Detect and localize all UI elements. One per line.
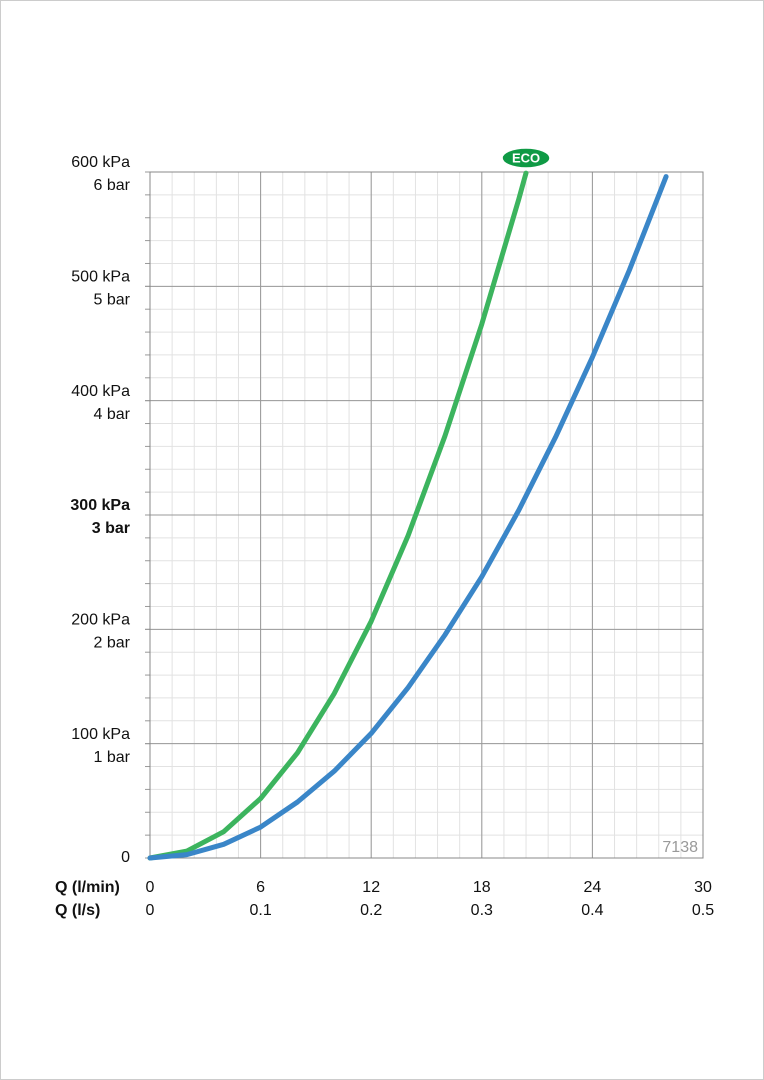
x-axis-label: Q (l/min): [55, 879, 120, 896]
x2-axis-label: Q (l/s): [55, 902, 100, 919]
y2-tick-label: 3 bar: [92, 520, 130, 537]
x2-tick-label: 0.4: [581, 902, 603, 919]
y2-tick-label: 5 bar: [94, 292, 131, 309]
y-tick-label: 0: [121, 849, 130, 866]
x2-tick-label: 0.3: [471, 902, 493, 919]
legend-label: ECO: [512, 150, 540, 165]
y2-tick-label: 4 bar: [94, 406, 131, 423]
x-tick-label: 30: [694, 879, 712, 896]
lines: [147, 170, 669, 861]
y-tick-label: 600 kPa: [71, 154, 130, 171]
x2-tick-label: 0.5: [692, 902, 714, 919]
annotation: 7138: [662, 839, 698, 856]
x-tick-label: 12: [362, 879, 380, 896]
y2-tick-label: 1 bar: [94, 749, 131, 766]
x-tick-label: 6: [256, 879, 265, 896]
x-tick-label: 24: [584, 879, 602, 896]
y2-tick-label: 2 bar: [94, 635, 131, 652]
y-tick-label: 200 kPa: [71, 612, 130, 629]
y2-tick-label: 6 bar: [94, 177, 131, 194]
legend-badge: [501, 147, 551, 169]
x-tick-label: 0: [146, 879, 155, 896]
y-tick-label: 100 kPa: [71, 726, 130, 743]
x2-tick-label: 0: [146, 902, 155, 919]
plot-border: [149, 171, 704, 859]
x-tick-label: 18: [473, 879, 491, 896]
x2-tick-label: 0.2: [360, 902, 382, 919]
y-tick-label: 400 kPa: [71, 383, 130, 400]
y-tick-label: 500 kPa: [71, 269, 130, 286]
series-line: [147, 174, 669, 861]
grid: [145, 171, 704, 859]
series-line: [147, 170, 529, 861]
x2-tick-label: 0.1: [249, 902, 271, 919]
y-tick-label: 300 kPa: [70, 497, 130, 514]
